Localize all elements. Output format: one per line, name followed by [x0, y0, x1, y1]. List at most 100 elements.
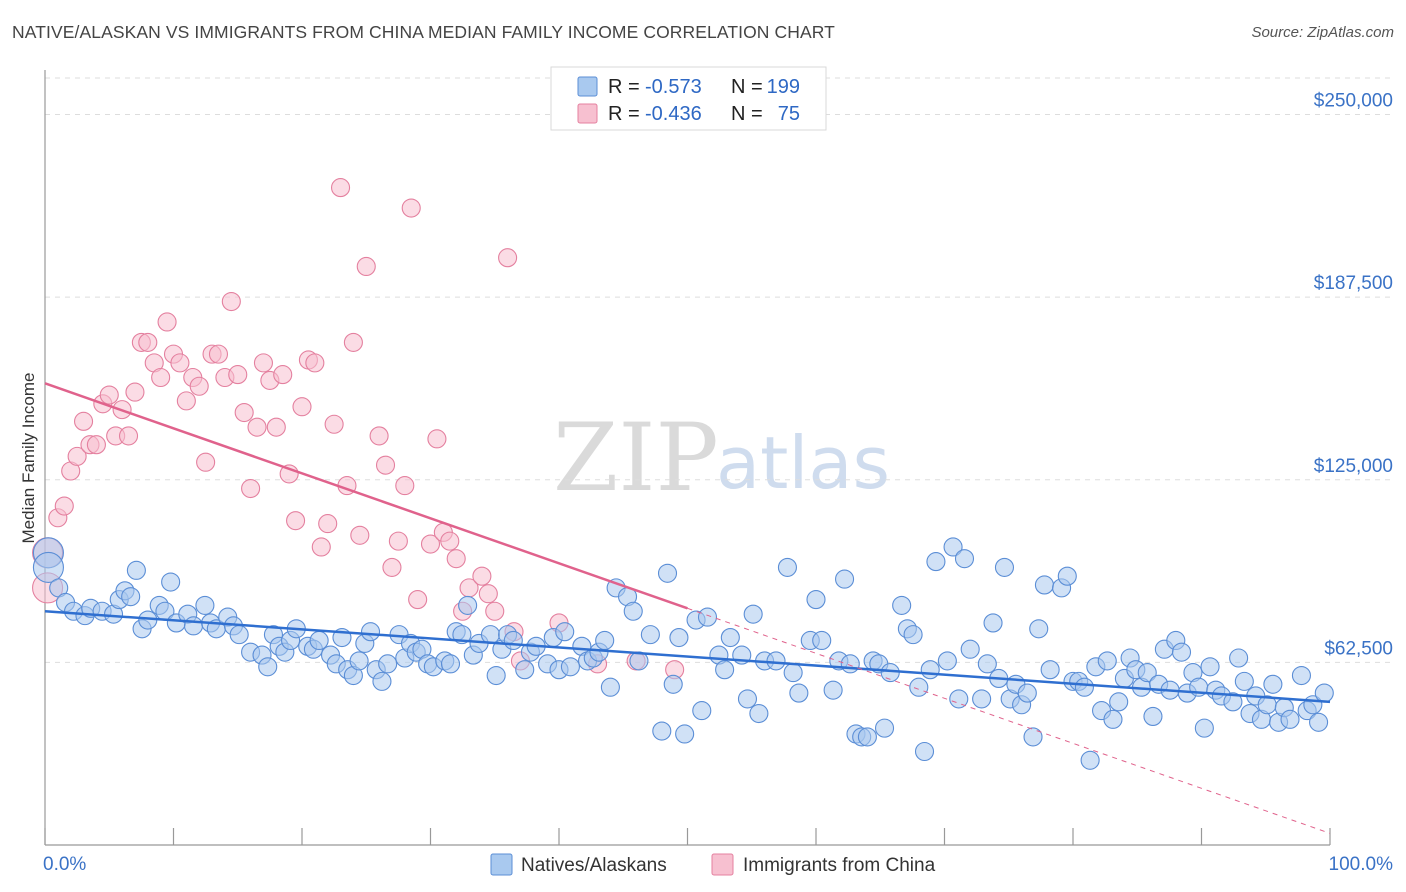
china-point-62 — [446, 549, 466, 569]
china-point-30 — [228, 365, 248, 385]
natives-point-21 — [195, 595, 215, 615]
natives-point-121 — [892, 595, 912, 615]
natives-point-75 — [560, 657, 580, 677]
natives-point-88 — [657, 563, 678, 583]
natives-point-145 — [1040, 660, 1060, 680]
trend-line-china — [44, 382, 688, 610]
natives-point-116 — [857, 727, 877, 747]
natives-point-141 — [1017, 683, 1037, 703]
natives-point-96 — [715, 660, 735, 680]
legend-r-value-china: -0.436 — [645, 103, 702, 125]
natives-point-155 — [1103, 709, 1123, 729]
natives-point-135 — [983, 613, 1003, 633]
natives-point-182 — [1263, 674, 1283, 694]
china-point-66 — [478, 584, 498, 604]
natives-point-129 — [943, 537, 963, 557]
natives-point-63 — [480, 625, 501, 645]
china-point-61 — [440, 531, 460, 551]
series-natives-alaskans — [32, 537, 1334, 770]
china-point-43 — [311, 537, 331, 557]
natives-point-89 — [663, 674, 683, 694]
legend-r-label-natives: R = — [608, 76, 640, 98]
x-axis-ticks — [44, 828, 1331, 845]
china-point-36 — [266, 417, 286, 437]
china-point-18 — [151, 367, 171, 388]
natives-point-68 — [515, 660, 535, 680]
natives-point-132 — [960, 639, 980, 659]
natives-point-87 — [652, 721, 672, 741]
natives-point-105 — [783, 663, 803, 683]
natives-point-91 — [675, 724, 695, 744]
natives-point-101 — [749, 703, 769, 724]
legend-r-value-natives: -0.573 — [645, 76, 702, 98]
china-point-16 — [138, 332, 158, 352]
legend-n-label-natives: N = — [731, 76, 763, 98]
natives-point-60 — [458, 595, 478, 615]
china-point-37 — [273, 365, 293, 385]
china-point-45 — [324, 414, 344, 434]
china-point-21 — [170, 353, 190, 373]
natives-point-150 — [1074, 677, 1094, 697]
natives-point-133 — [972, 689, 992, 709]
china-point-50 — [356, 256, 376, 277]
natives-point-17 — [161, 572, 181, 592]
natives-point-99 — [737, 689, 758, 709]
china-point-65 — [472, 566, 492, 586]
y-tick-labels: $62,500 $125,000 $187,500 $250,000 — [1314, 91, 1393, 660]
china-point-68 — [498, 248, 518, 268]
natives-point-37 — [309, 630, 329, 651]
natives-point-64 — [486, 665, 506, 686]
natives-point-81 — [600, 677, 620, 697]
legend-n-label-china: N = — [731, 103, 763, 125]
natives-point-167 — [1171, 642, 1192, 662]
bottom-legend: Natives/Alaskans Immigrants from China — [490, 853, 936, 876]
china-point-3 — [54, 496, 74, 516]
china-point-14 — [125, 382, 145, 402]
natives-point-143 — [1029, 619, 1049, 639]
natives-point-125 — [914, 741, 935, 762]
bottom-legend-label-natives: Natives/Alaskans — [521, 855, 667, 876]
natives-point-190 — [1314, 683, 1334, 703]
natives-point-112 — [835, 569, 855, 589]
natives-point-84 — [623, 601, 643, 621]
natives-point-162 — [1143, 706, 1163, 726]
legend-n-value-natives: 199 — [767, 76, 800, 98]
china-point-25 — [196, 452, 216, 472]
natives-point-104 — [777, 557, 797, 577]
gridlines — [45, 77, 1395, 663]
china-point-39 — [286, 511, 306, 531]
natives-point-29 — [258, 657, 278, 677]
natives-point-93 — [692, 701, 712, 721]
legend-swatch-natives — [577, 76, 598, 97]
natives-point-103 — [766, 651, 786, 671]
natives-point-137 — [994, 557, 1015, 577]
legend-swatch-china — [577, 103, 598, 124]
natives-point-43 — [349, 651, 369, 671]
china-point-48 — [343, 332, 363, 352]
china-point-29 — [221, 291, 241, 312]
natives-point-86 — [640, 625, 660, 645]
natives-point-151 — [1080, 750, 1100, 770]
china-point-57 — [408, 590, 428, 610]
natives-point-123 — [903, 625, 923, 645]
china-point-8 — [86, 435, 106, 455]
natives-point-126 — [920, 660, 940, 680]
natives-point-12 — [126, 560, 146, 580]
natives-point-124 — [909, 677, 929, 697]
trend-line-natives — [44, 610, 1331, 704]
china-point-58 — [420, 534, 441, 554]
china-point-67 — [485, 601, 505, 621]
natives-point-130 — [949, 689, 969, 709]
watermark-zip: ZIP — [553, 404, 719, 513]
natives-point-128 — [937, 651, 957, 671]
natives-point-154 — [1097, 651, 1117, 671]
natives-point-57 — [440, 654, 461, 674]
natives-point-47 — [372, 671, 392, 691]
natives-point-189 — [1309, 712, 1329, 732]
china-point-46 — [330, 178, 351, 198]
y-tick-label-2: $187,500 — [1314, 273, 1393, 294]
china-point-59 — [427, 429, 447, 449]
natives-point-156 — [1109, 692, 1129, 712]
natives-point-80 — [595, 630, 615, 651]
